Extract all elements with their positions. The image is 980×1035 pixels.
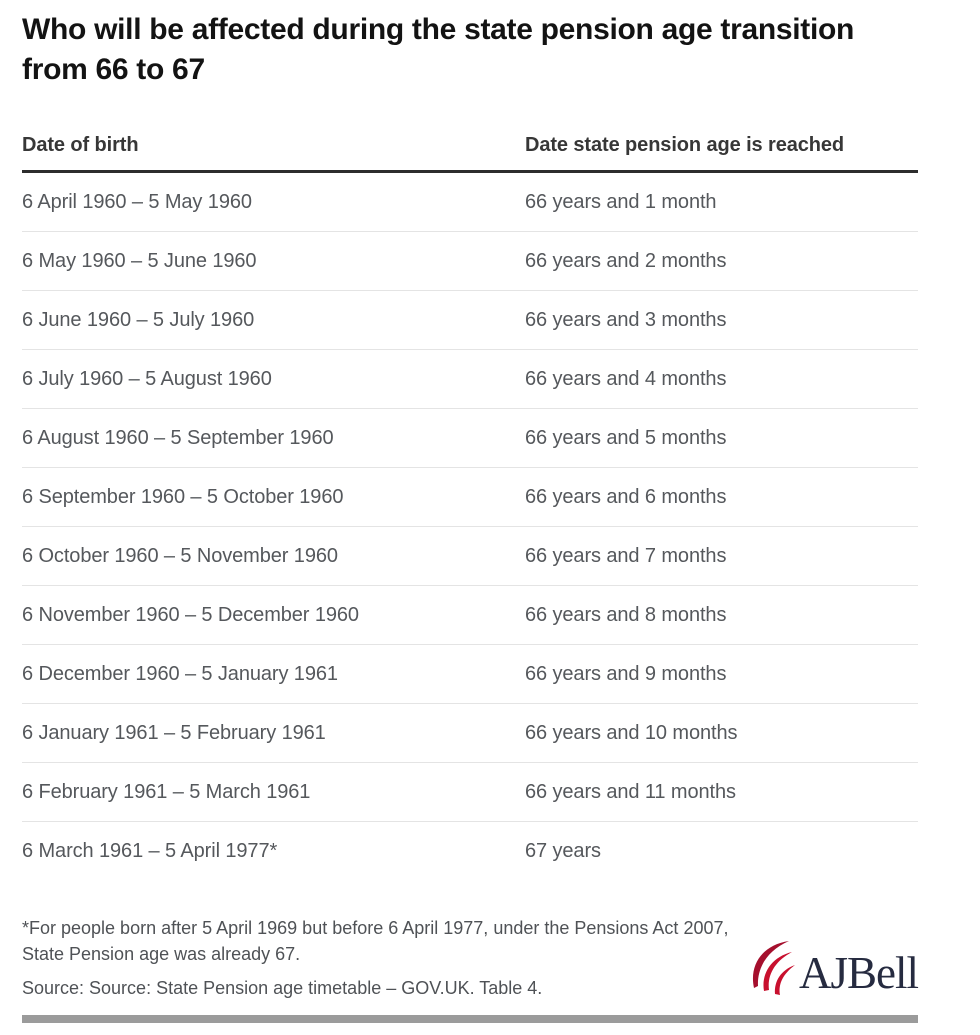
pension-age-cell: 66 years and 6 months <box>525 485 727 508</box>
pension-age-cell: 66 years and 5 months <box>525 426 727 449</box>
table-row: 6 June 1960 – 5 July 1960 66 years and 3… <box>22 291 918 350</box>
table-row: 6 March 1961 – 5 April 1977* 67 years <box>22 822 918 881</box>
date-of-birth-cell: 6 October 1960 – 5 November 1960 <box>22 544 338 567</box>
date-of-birth-cell: 6 August 1960 – 5 September 1960 <box>22 426 334 449</box>
table-body: 6 April 1960 – 5 May 1960 66 years and 1… <box>22 173 918 881</box>
pension-age-cell: 66 years and 4 months <box>525 367 727 390</box>
table-row: 6 August 1960 – 5 September 1960 66 year… <box>22 409 918 468</box>
date-of-birth-cell: 6 December 1960 – 5 January 1961 <box>22 662 338 685</box>
footer-notes: *For people born after 5 April 1969 but … <box>22 915 749 1000</box>
source-line: Source: Source: State Pension age timeta… <box>22 978 543 998</box>
table-row: 6 December 1960 – 5 January 1961 66 year… <box>22 645 918 704</box>
table-row: 6 January 1961 – 5 February 1961 66 year… <box>22 704 918 763</box>
pension-table: Date of birth Date state pension age is … <box>22 134 918 881</box>
date-of-birth-cell: 6 May 1960 – 5 June 1960 <box>22 249 257 272</box>
date-of-birth-cell: 6 July 1960 – 5 August 1960 <box>22 367 272 390</box>
date-of-birth-cell: 6 November 1960 – 5 December 1960 <box>22 603 359 626</box>
pension-age-cell: 66 years and 9 months <box>525 662 727 685</box>
table-row: 6 July 1960 – 5 August 1960 66 years and… <box>22 350 918 409</box>
pension-age-cell: 66 years and 11 months <box>525 780 736 803</box>
ajbell-logo-text: AJBell <box>798 948 919 998</box>
pension-age-cell: 66 years and 10 months <box>525 721 738 744</box>
pension-age-cell: 66 years and 3 months <box>525 308 727 331</box>
table-row: 6 February 1961 – 5 March 1961 66 years … <box>22 763 918 822</box>
table-header-row: Date of birth Date state pension age is … <box>22 134 918 173</box>
table-row: 6 October 1960 – 5 November 1960 66 year… <box>22 527 918 586</box>
date-of-birth-cell: 6 March 1961 – 5 April 1977* <box>22 840 278 862</box>
date-of-birth-cell: 6 June 1960 – 5 July 1960 <box>22 308 255 331</box>
column-header-pension-age-reached: Date state pension age is reached <box>525 134 845 156</box>
pension-age-cell: 66 years and 1 month <box>525 190 717 213</box>
date-of-birth-cell: 6 April 1960 – 5 May 1960 <box>22 190 252 213</box>
footnote: *For people born after 5 April 1969 but … <box>22 918 729 964</box>
table-row: 6 May 1960 – 5 June 1960 66 years and 2 … <box>22 232 918 291</box>
table-row: 6 April 1960 – 5 May 1960 66 years and 1… <box>22 173 918 232</box>
pension-age-cell: 66 years and 7 months <box>525 544 727 567</box>
ajbell-logo: AJBell <box>749 938 919 1000</box>
pension-age-cell: 66 years and 2 months <box>525 249 727 272</box>
table-row: 6 September 1960 – 5 October 1960 66 yea… <box>22 468 918 527</box>
pension-age-cell: 67 years <box>525 840 601 862</box>
footer: *For people born after 5 April 1969 but … <box>22 915 919 1000</box>
pension-age-cell: 66 years and 8 months <box>525 603 727 626</box>
date-of-birth-cell: 6 February 1961 – 5 March 1961 <box>22 780 311 803</box>
table-row: 6 November 1960 – 5 December 1960 66 yea… <box>22 586 918 645</box>
date-of-birth-cell: 6 January 1961 – 5 February 1961 <box>22 721 326 744</box>
date-of-birth-cell: 6 September 1960 – 5 October 1960 <box>22 485 344 508</box>
ajbell-feather-icon <box>749 938 797 998</box>
page-title: Who will be affected during the state pe… <box>22 13 855 86</box>
column-header-date-of-birth: Date of birth <box>22 134 139 156</box>
bottom-bar <box>22 1015 918 1023</box>
